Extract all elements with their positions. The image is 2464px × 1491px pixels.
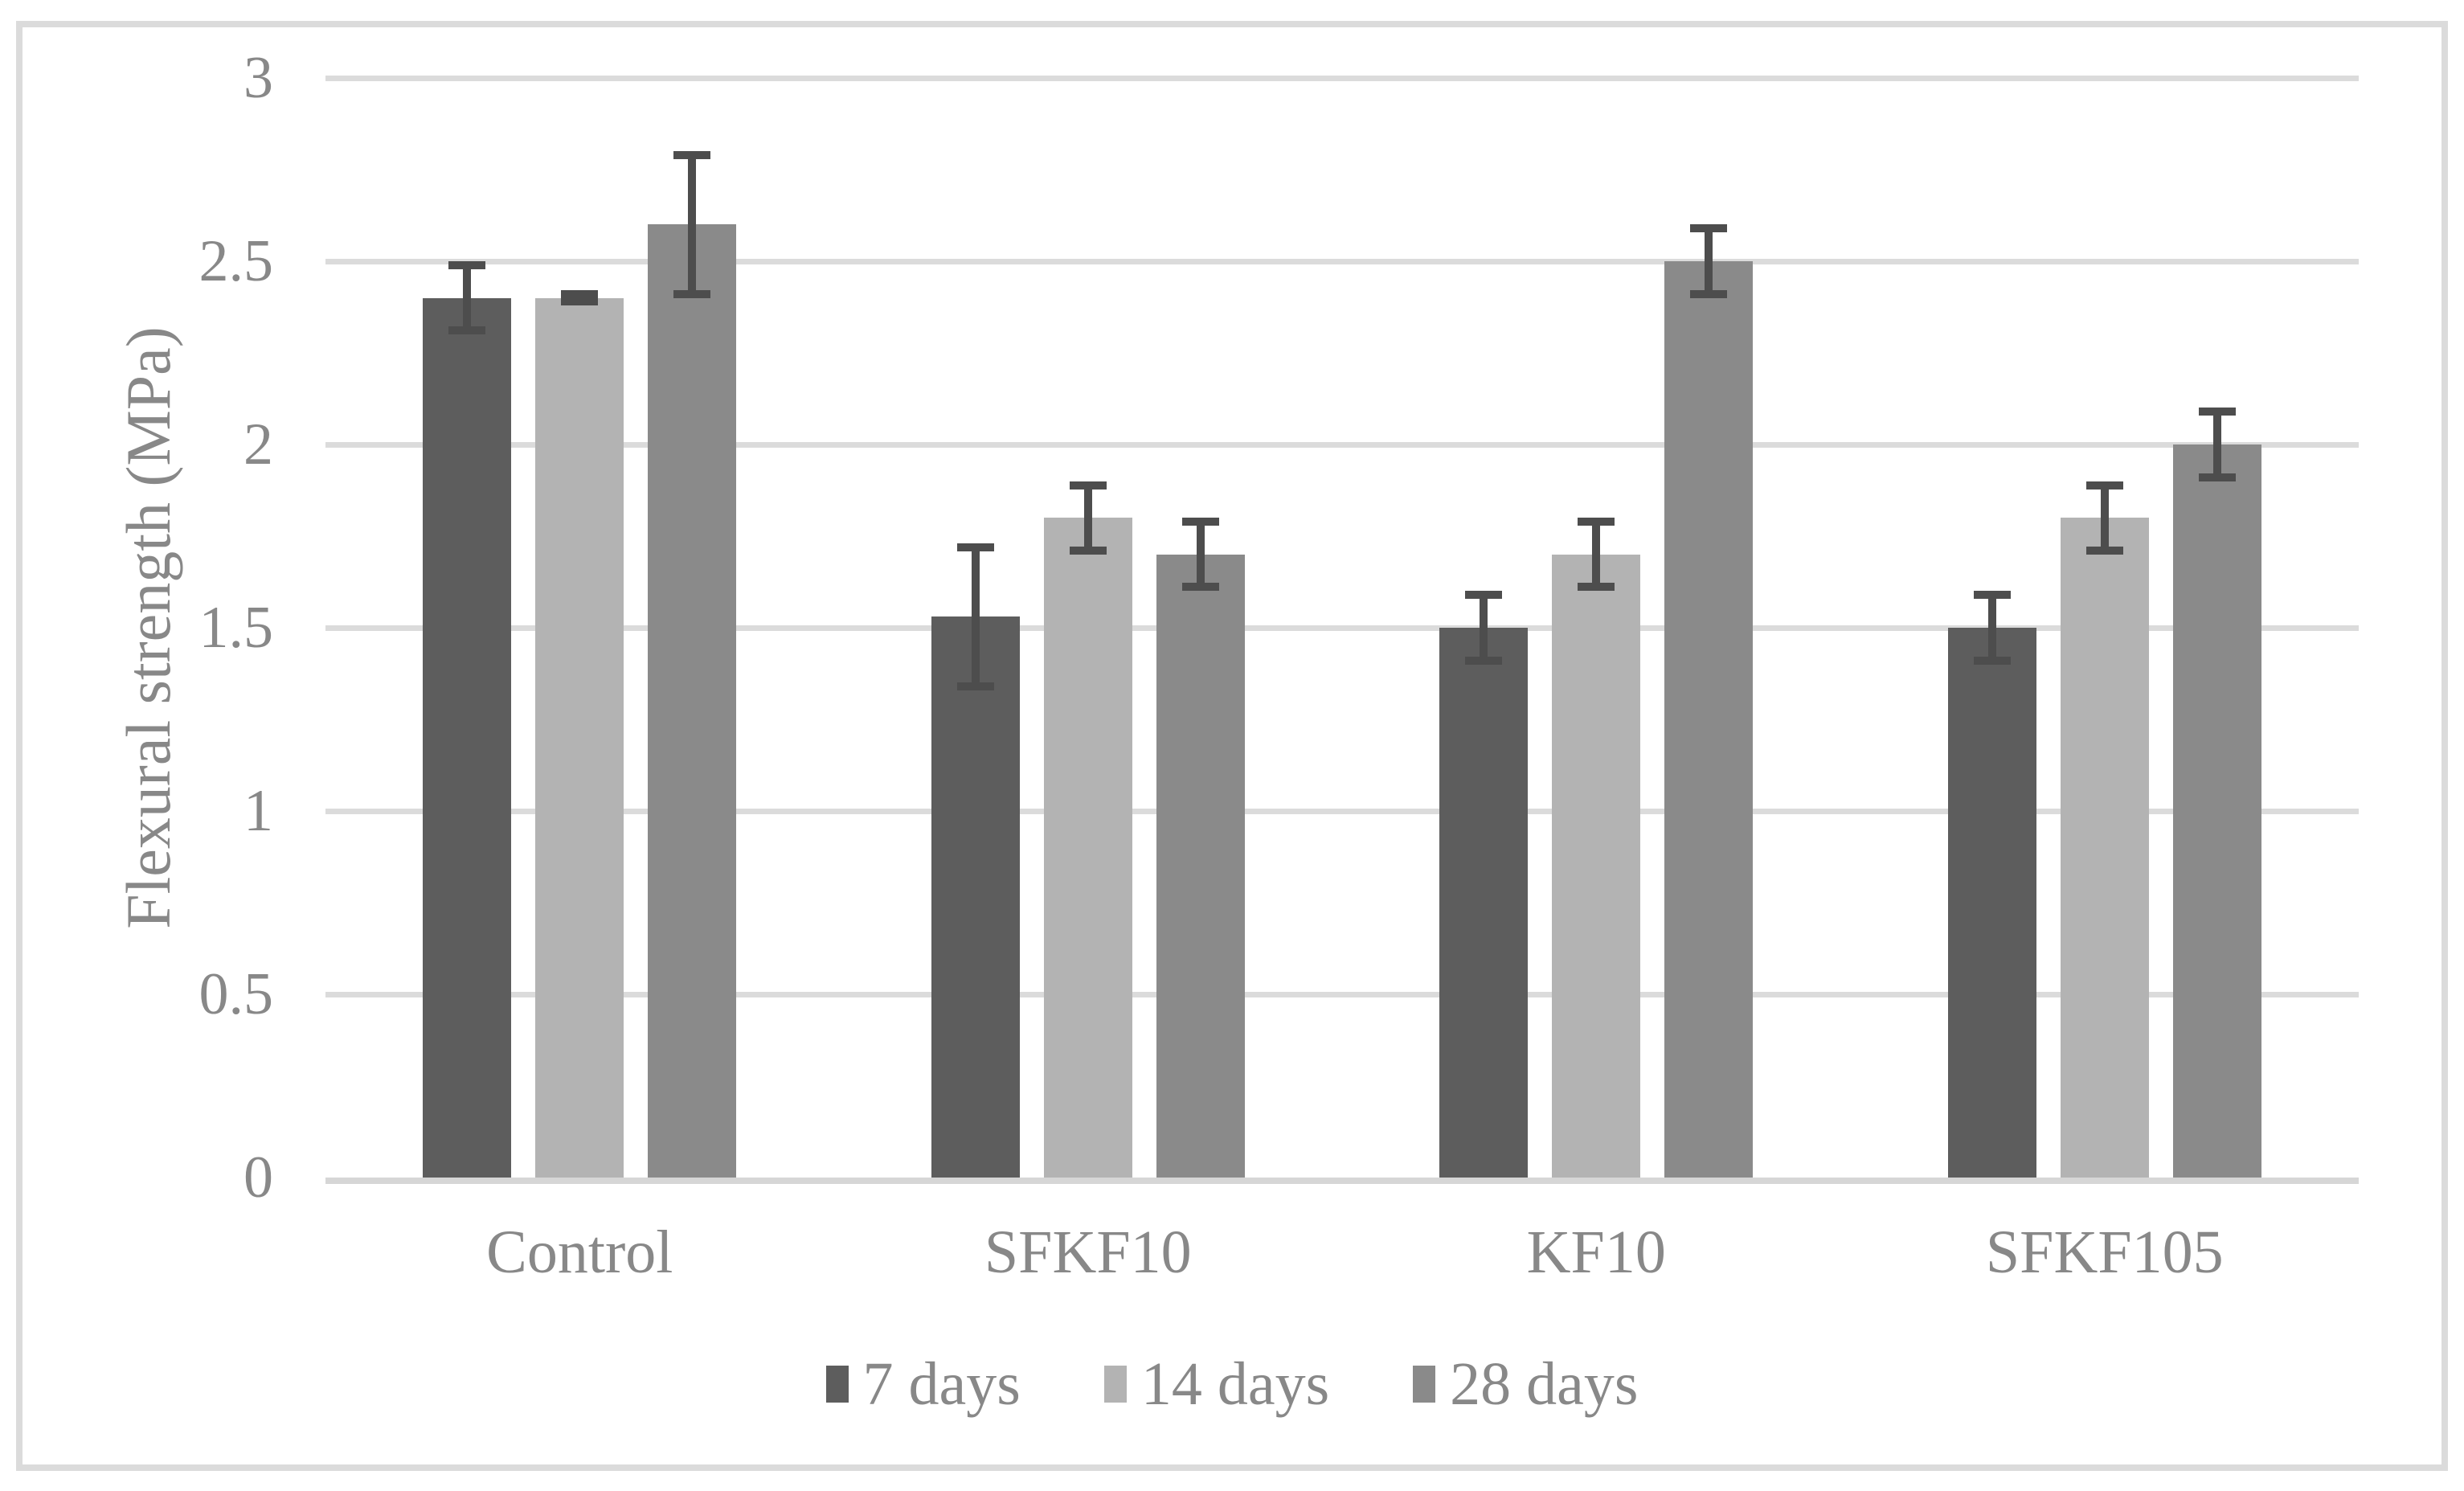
error-bar-cap bbox=[2198, 408, 2236, 416]
error-bar bbox=[2198, 408, 2236, 481]
error-bar bbox=[1578, 518, 1615, 592]
bar-28days-control bbox=[648, 224, 737, 1178]
error-bar-cap bbox=[1578, 518, 1615, 526]
x-category-label: KF10 bbox=[1526, 1219, 1666, 1286]
error-bar-cap bbox=[673, 289, 711, 298]
bar-28days-sfkf10 bbox=[1156, 554, 1245, 1178]
error-bar bbox=[2085, 481, 2123, 555]
error-bar-whisker bbox=[1480, 591, 1488, 665]
legend-item: 14 days bbox=[1103, 1344, 1330, 1424]
error-bar-whisker bbox=[1083, 481, 1092, 555]
error-bar-cap bbox=[561, 297, 599, 305]
y-tick-label: 1 bbox=[244, 778, 273, 844]
y-tick-label: 3 bbox=[244, 45, 273, 111]
bar-28days-kf10 bbox=[1664, 261, 1754, 1178]
error-bar bbox=[561, 290, 599, 305]
y-tick-label: 0 bbox=[244, 1145, 273, 1210]
error-bar-whisker bbox=[971, 543, 980, 690]
gridline bbox=[325, 76, 2359, 81]
error-bar-cap bbox=[1973, 591, 2011, 600]
error-bar bbox=[1465, 591, 1503, 665]
error-bar-whisker bbox=[463, 261, 472, 335]
gridline bbox=[325, 259, 2359, 264]
error-bar-cap bbox=[561, 290, 599, 299]
error-bar-cap bbox=[1465, 591, 1503, 600]
error-bar bbox=[1069, 481, 1107, 555]
bar-7days-sfkf105 bbox=[1947, 628, 2036, 1178]
error-bar-cap bbox=[1069, 481, 1107, 489]
bar-14days-control bbox=[535, 297, 624, 1178]
error-bar-cap bbox=[448, 326, 486, 335]
error-bar-whisker bbox=[688, 151, 697, 298]
legend: 7 days 14 days 28 days bbox=[0, 1344, 2464, 1424]
error-bar bbox=[1973, 591, 2011, 665]
error-bar-cap bbox=[1690, 224, 1728, 233]
bar-14days-kf10 bbox=[1552, 554, 1641, 1178]
x-category-label: Control bbox=[486, 1219, 673, 1286]
legend-swatch bbox=[1413, 1366, 1436, 1403]
y-tick-label: 2.5 bbox=[199, 228, 274, 294]
bar-14days-sfkf10 bbox=[1043, 518, 1132, 1178]
error-bar bbox=[1181, 518, 1219, 592]
legend-item: 28 days bbox=[1413, 1344, 1638, 1424]
error-bar-cap bbox=[956, 682, 994, 690]
legend-item: 7 days bbox=[825, 1344, 1021, 1424]
error-bar-cap bbox=[1465, 656, 1503, 665]
bar-7days-sfkf10 bbox=[931, 616, 1020, 1178]
error-bar bbox=[673, 151, 711, 298]
bar-14days-sfkf105 bbox=[2060, 518, 2149, 1178]
error-bar bbox=[1690, 224, 1728, 298]
bar-28days-sfkf105 bbox=[2172, 444, 2261, 1178]
bar-7days-control bbox=[423, 297, 512, 1178]
error-bar-whisker bbox=[2212, 408, 2221, 481]
x-category-label: SFKF10 bbox=[984, 1219, 1192, 1286]
error-bar bbox=[956, 543, 994, 690]
error-bar-cap bbox=[1181, 518, 1219, 526]
x-category-label: SFKF105 bbox=[1985, 1219, 2224, 1286]
error-bar-cap bbox=[2085, 481, 2123, 489]
gridline bbox=[325, 442, 2359, 448]
error-bar-cap bbox=[956, 543, 994, 552]
x-axis-line bbox=[325, 1178, 2359, 1184]
gridline bbox=[325, 809, 2359, 814]
y-tick-label: 0.5 bbox=[199, 961, 274, 1027]
error-bar-whisker bbox=[1196, 518, 1205, 592]
error-bar-cap bbox=[1069, 546, 1107, 555]
error-bar-cap bbox=[1181, 583, 1219, 592]
legend-label: 7 days bbox=[862, 1350, 1021, 1418]
y-tick-label: 1.5 bbox=[199, 595, 274, 661]
error-bar-cap bbox=[2198, 473, 2236, 481]
error-bar-whisker bbox=[1592, 518, 1601, 592]
error-bar-cap bbox=[673, 151, 711, 160]
legend-label: 28 days bbox=[1450, 1350, 1639, 1418]
error-bar-whisker bbox=[1987, 591, 1996, 665]
error-bar-whisker bbox=[2100, 481, 2109, 555]
legend-swatch bbox=[1103, 1366, 1127, 1403]
error-bar-cap bbox=[1973, 656, 2011, 665]
error-bar-cap bbox=[448, 261, 486, 269]
error-bar-cap bbox=[2085, 546, 2123, 555]
legend-label: 14 days bbox=[1140, 1350, 1330, 1418]
error-bar-cap bbox=[1690, 289, 1728, 298]
gridline bbox=[325, 625, 2359, 631]
error-bar-cap bbox=[1578, 583, 1615, 592]
error-bar-whisker bbox=[1705, 224, 1713, 298]
legend-swatch bbox=[825, 1366, 849, 1403]
error-bar bbox=[448, 261, 486, 335]
gridline bbox=[325, 992, 2359, 997]
bar-7days-kf10 bbox=[1439, 628, 1529, 1178]
y-tick-label: 2 bbox=[244, 412, 273, 477]
